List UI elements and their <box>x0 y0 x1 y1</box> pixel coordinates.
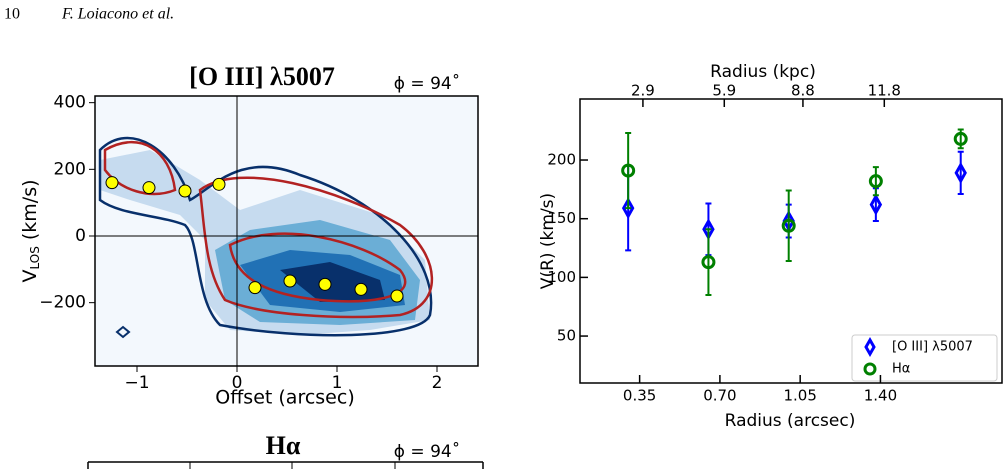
bottom-title: Hα <box>266 431 301 460</box>
y-tick-label: 100 <box>547 268 576 286</box>
error-bar <box>785 189 792 262</box>
error-bar <box>705 228 712 296</box>
y-label-unit: (km/s) <box>19 179 41 246</box>
right-x-label: Radius (arcsec) <box>725 411 856 431</box>
velocity-point <box>283 274 297 288</box>
running-head: F. Loiacono et al. <box>61 6 174 23</box>
legend-box <box>851 334 998 382</box>
legend-marker <box>863 362 877 376</box>
right-y-label: V(R) (km/s) <box>538 193 558 289</box>
x-tick-label: 1.05 <box>783 387 816 405</box>
error-bar <box>957 150 964 196</box>
y-tick-label: 50 <box>557 327 576 345</box>
diamond-marker <box>621 197 635 220</box>
circle-marker <box>868 174 883 189</box>
velocity-point <box>142 181 156 195</box>
y-label-sub: LOS <box>28 246 42 269</box>
velocity-point <box>212 177 226 191</box>
velocity-point <box>105 176 119 190</box>
x-tick-label: 1.40 <box>864 387 897 405</box>
velocity-point <box>178 184 192 198</box>
x2-tick-label: 5.9 <box>712 82 736 100</box>
left-y-label: VLOS (km/s) <box>19 179 42 282</box>
y-tick-label: −200 <box>39 293 86 313</box>
x-tick-label: 0 <box>232 373 243 393</box>
x-tick-label: 2 <box>432 373 443 393</box>
velocity-point <box>318 277 332 291</box>
x-tick-label: 1 <box>332 373 343 393</box>
legend-label: Hα <box>892 362 910 377</box>
x2-tick-label: 8.8 <box>791 82 815 100</box>
y-tick-label: 150 <box>547 209 576 227</box>
circle-marker <box>701 255 716 270</box>
left-annotation: ϕ = 94˚ <box>394 73 460 94</box>
velocity-point <box>390 289 404 303</box>
y-label-main: V <box>19 270 41 283</box>
y-tick-label: 200 <box>54 159 86 179</box>
bottom-annotation: ϕ = 94˚ <box>394 441 460 462</box>
x-tick-label: −1 <box>124 373 149 393</box>
circle-marker <box>781 218 796 233</box>
pv-map <box>95 96 478 366</box>
velocity-point <box>248 281 262 295</box>
left-title: [O III] λ5007 <box>189 62 335 91</box>
y-tick-label: 400 <box>54 93 86 113</box>
error-bar <box>625 132 632 210</box>
bottom-frame <box>87 461 484 469</box>
x-tick-label: 0.35 <box>623 387 656 405</box>
x2-tick-label: 11.8 <box>868 82 901 100</box>
legend-label: [O III] λ5007 <box>892 340 973 355</box>
circle-marker <box>621 163 636 178</box>
velocity-point <box>354 282 368 296</box>
left-frame <box>94 95 479 367</box>
circle-marker <box>953 131 968 146</box>
error-bar <box>872 166 879 197</box>
diamond-marker <box>954 161 967 184</box>
x2-tick-label: 2.9 <box>631 82 655 100</box>
right-x2-label: Radius (kpc) <box>710 62 816 82</box>
legend-marker <box>864 336 876 358</box>
right-frame <box>579 98 1003 384</box>
x-tick-label: 0.70 <box>703 387 736 405</box>
left-x-label: Offset (arcsec) <box>215 387 354 409</box>
y-tick-label: 0 <box>75 226 86 246</box>
diamond-marker <box>869 193 883 216</box>
page-number: 10 <box>4 6 20 23</box>
y-tick-label: 200 <box>547 151 576 169</box>
